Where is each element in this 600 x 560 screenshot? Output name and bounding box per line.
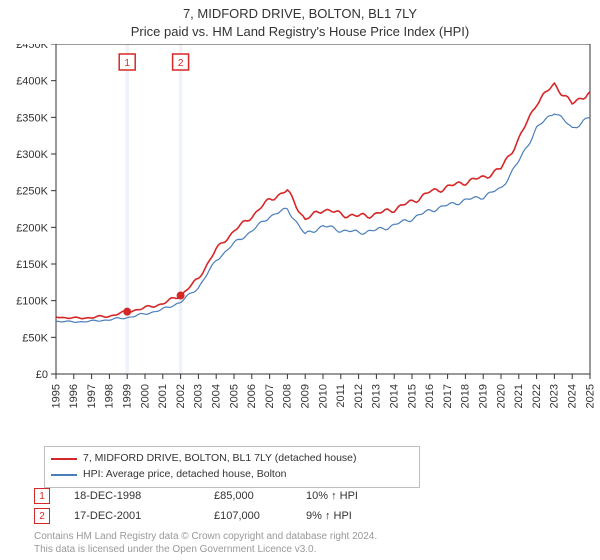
sales-table: 1 18-DEC-1998£85,00010% ↑ HPI 2 17-DEC-2001… xyxy=(34,486,406,526)
svg-text:2007: 2007 xyxy=(264,384,276,408)
chart-title-line2: Price paid vs. HM Land Registry's House … xyxy=(0,24,600,39)
legend: 7, MIDFORD DRIVE, BOLTON, BL1 7LY (detac… xyxy=(44,446,420,488)
svg-text:2012: 2012 xyxy=(353,384,365,408)
svg-text:1999: 1999 xyxy=(121,384,133,408)
svg-text:£300K: £300K xyxy=(16,149,48,161)
svg-text:1996: 1996 xyxy=(68,384,80,408)
legend-swatch xyxy=(51,458,77,460)
svg-text:2000: 2000 xyxy=(139,384,151,408)
svg-text:£50K: £50K xyxy=(22,332,48,344)
attribution-line1: Contains HM Land Registry data © Crown c… xyxy=(34,530,377,543)
sale-date: 17-DEC-2001 xyxy=(74,510,214,522)
chart-title-line1: 7, MIDFORD DRIVE, BOLTON, BL1 7LY xyxy=(0,6,600,21)
svg-text:£250K: £250K xyxy=(16,186,48,198)
svg-text:2017: 2017 xyxy=(442,384,454,408)
svg-text:1: 1 xyxy=(124,58,130,69)
svg-text:2014: 2014 xyxy=(389,384,401,408)
sale-date: 18-DEC-1998 xyxy=(74,490,214,502)
sale-row: 2 17-DEC-2001£107,0009% ↑ HPI xyxy=(34,506,406,526)
svg-text:2025: 2025 xyxy=(584,384,596,408)
svg-text:£0: £0 xyxy=(36,369,48,381)
svg-text:2004: 2004 xyxy=(210,384,222,408)
line-chart: £0 £50K £100K £150K £200K £250K £300K £350K £400… xyxy=(0,44,600,444)
svg-text:1998: 1998 xyxy=(104,384,116,408)
svg-text:2019: 2019 xyxy=(478,384,490,408)
attribution-line2: This data is licensed under the Open Gov… xyxy=(34,543,377,556)
sale-hpi-diff: 9% ↑ HPI xyxy=(306,510,406,522)
svg-text:2023: 2023 xyxy=(549,384,561,408)
sale-hpi-diff: 10% ↑ HPI xyxy=(306,490,406,502)
svg-text:2016: 2016 xyxy=(424,384,436,408)
svg-text:£200K: £200K xyxy=(16,222,48,234)
svg-text:£100K: £100K xyxy=(16,296,48,308)
legend-swatch xyxy=(51,474,77,476)
legend-label: 7, MIDFORD DRIVE, BOLTON, BL1 7LY (detac… xyxy=(83,451,357,467)
sale-price: £85,000 xyxy=(214,490,306,502)
svg-text:2015: 2015 xyxy=(406,384,418,408)
svg-text:2002: 2002 xyxy=(175,384,187,408)
svg-text:2009: 2009 xyxy=(300,384,312,408)
svg-text:2001: 2001 xyxy=(157,384,169,408)
svg-text:£450K: £450K xyxy=(16,44,48,51)
svg-text:2005: 2005 xyxy=(228,384,240,408)
svg-text:2010: 2010 xyxy=(317,384,329,408)
sale-price: £107,000 xyxy=(214,510,306,522)
legend-label: HPI: Average price, detached house, Bolt… xyxy=(83,467,287,483)
chart-container: 7, MIDFORD DRIVE, BOLTON, BL1 7LY Price … xyxy=(0,0,600,560)
svg-text:2008: 2008 xyxy=(282,384,294,408)
legend-item: HPI: Average price, detached house, Bolt… xyxy=(51,467,413,483)
svg-text:2013: 2013 xyxy=(371,384,383,408)
svg-text:2006: 2006 xyxy=(246,384,258,408)
svg-text:£350K: £350K xyxy=(16,112,48,124)
svg-text:2020: 2020 xyxy=(495,384,507,408)
svg-text:1997: 1997 xyxy=(86,384,98,408)
sale-marker-box: 2 xyxy=(34,508,50,524)
attribution-text: Contains HM Land Registry data © Crown c… xyxy=(34,530,377,556)
svg-text:2018: 2018 xyxy=(460,384,472,408)
svg-text:2024: 2024 xyxy=(567,384,579,408)
svg-text:2022: 2022 xyxy=(531,384,543,408)
svg-text:2021: 2021 xyxy=(513,384,525,408)
svg-text:£400K: £400K xyxy=(16,76,48,88)
sale-marker-box: 1 xyxy=(34,488,50,504)
legend-item: 7, MIDFORD DRIVE, BOLTON, BL1 7LY (detac… xyxy=(51,451,413,467)
svg-text:2011: 2011 xyxy=(335,384,347,408)
sale-row: 1 18-DEC-1998£85,00010% ↑ HPI xyxy=(34,486,406,506)
svg-text:2003: 2003 xyxy=(193,384,205,408)
svg-text:£150K: £150K xyxy=(16,259,48,271)
svg-text:1995: 1995 xyxy=(50,384,62,408)
svg-text:2: 2 xyxy=(178,58,184,69)
